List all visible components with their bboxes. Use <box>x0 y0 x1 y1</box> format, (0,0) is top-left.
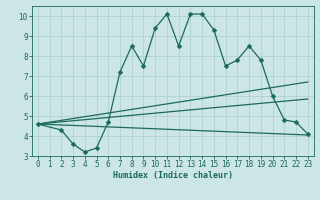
X-axis label: Humidex (Indice chaleur): Humidex (Indice chaleur) <box>113 171 233 180</box>
